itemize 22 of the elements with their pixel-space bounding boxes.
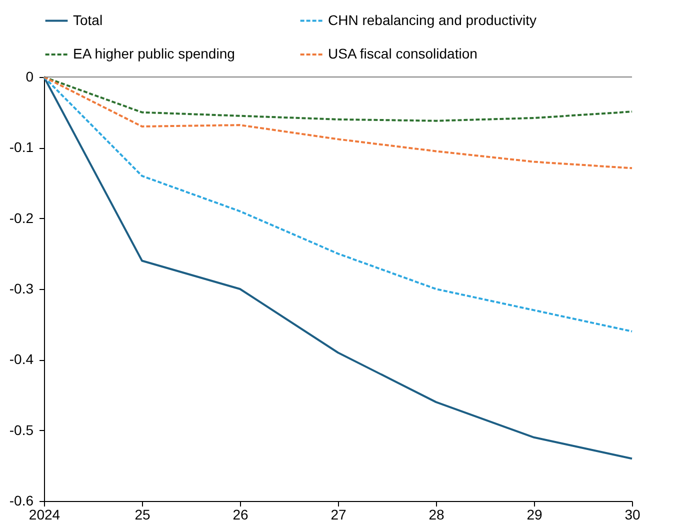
x-tick-label: 2024 xyxy=(28,506,60,522)
x-tick-label: 29 xyxy=(526,506,542,522)
x-tick-label: 30 xyxy=(624,506,640,522)
line-series xyxy=(43,76,633,332)
x-tick-label: 26 xyxy=(232,506,248,522)
y-tick-label: -0.3 xyxy=(9,280,34,296)
legend-label: EA higher public spending xyxy=(73,46,235,62)
legend-label: Total xyxy=(73,12,103,28)
line-series xyxy=(43,76,633,170)
y-tick-label: 0 xyxy=(26,68,34,84)
y-tick-label: -0.1 xyxy=(9,139,34,156)
line-series xyxy=(43,76,633,460)
y-tick-label: -0.6 xyxy=(9,492,34,508)
y-tick-label: -0.4 xyxy=(9,351,34,368)
y-tick-label: -0.5 xyxy=(9,422,34,438)
line-series xyxy=(43,76,633,122)
legend-label: CHN rebalancing and productivity xyxy=(328,12,537,28)
y-tick-label: -0.2 xyxy=(9,210,34,226)
x-tick-label: 27 xyxy=(330,506,346,522)
legend-label: USA fiscal consolidation xyxy=(328,46,478,62)
x-tick-label: 25 xyxy=(134,506,150,522)
x-tick-label: 28 xyxy=(428,506,444,522)
